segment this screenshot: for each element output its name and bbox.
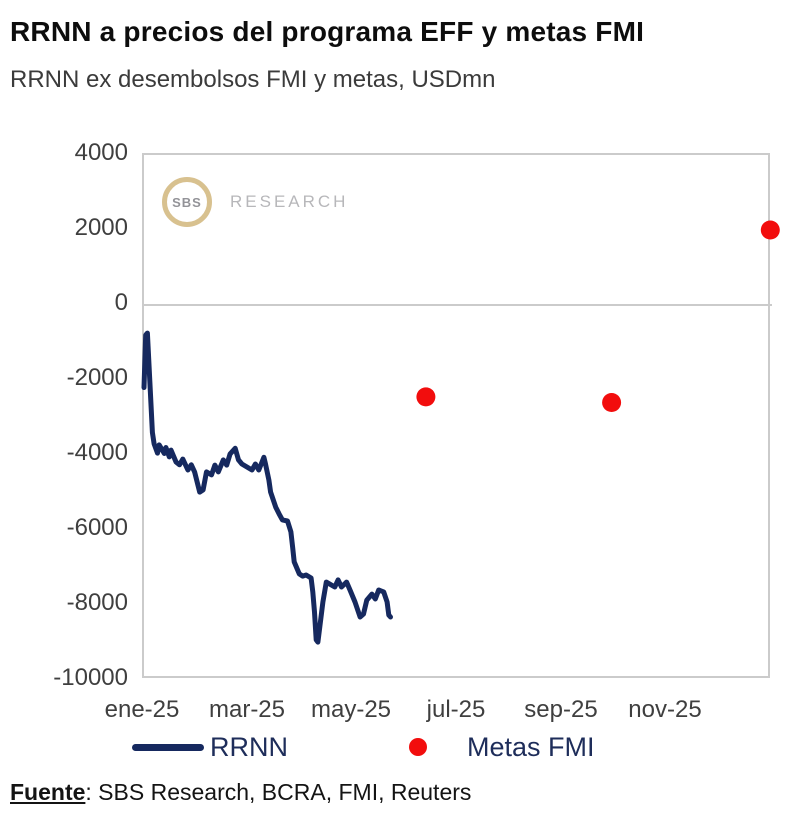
x-tick-label: ene-25 [104,696,180,723]
x-tick-label: jul-25 [426,696,486,723]
y-tick-label: 2000 [74,214,128,241]
legend-item-metas-fmi: Metas FMI [405,730,595,764]
chart-subtitle: RRNN ex desembolsos FMI y metas, USDmn [10,66,496,93]
x-axis-tick-labels: ene-25 mar-25 may-25 jul-25 sep-25 nov-25 [105,696,770,727]
x-tick-label: sep-25 [524,696,598,723]
y-tick-label: 0 [114,289,128,316]
legend-label-metas-fmi: Metas FMI [467,732,595,762]
chart-title: RRNN a precios del programa EFF y metas … [10,16,645,47]
y-tick-label: -2000 [66,364,128,391]
chart-canvas [141,220,780,645]
rrnn-line-swatch-icon [132,743,204,751]
research-brand-text: RESEARCH [230,192,349,211]
y-tick-label: -8000 [66,589,128,616]
sbs-research-watermark: SBS RESEARCH [162,176,348,228]
sbs-logo-icon: SBS [162,177,212,227]
chart-legend: RRNN Metas FMI [0,730,800,766]
source-text: : SBS Research, BCRA, FMI, Reuters [85,779,472,805]
source-label: Fuente [10,779,86,805]
metas-fmi-dot-swatch-icon [409,738,427,756]
y-tick-label: 4000 [74,139,128,166]
source-note: Fuente: SBS Research, BCRA, FMI, Reuters [10,779,790,806]
sbs-logo-text: SBS [172,194,202,210]
plot-area: SBS RESEARCH [141,153,780,678]
y-axis-tick-labels: 4000 2000 0 -2000 -4000 -6000 -8000 -10000 [0,140,128,691]
x-tick-label: nov-25 [628,696,702,723]
legend-item-rrnn: RRNN [132,730,288,764]
y-tick-label: -6000 [66,514,128,541]
x-tick-label: may-25 [310,696,392,723]
x-tick-label: mar-25 [208,696,286,723]
y-tick-label: -10000 [53,664,128,691]
legend-label-rrnn: RRNN [210,732,288,762]
y-tick-label: -4000 [66,439,128,466]
